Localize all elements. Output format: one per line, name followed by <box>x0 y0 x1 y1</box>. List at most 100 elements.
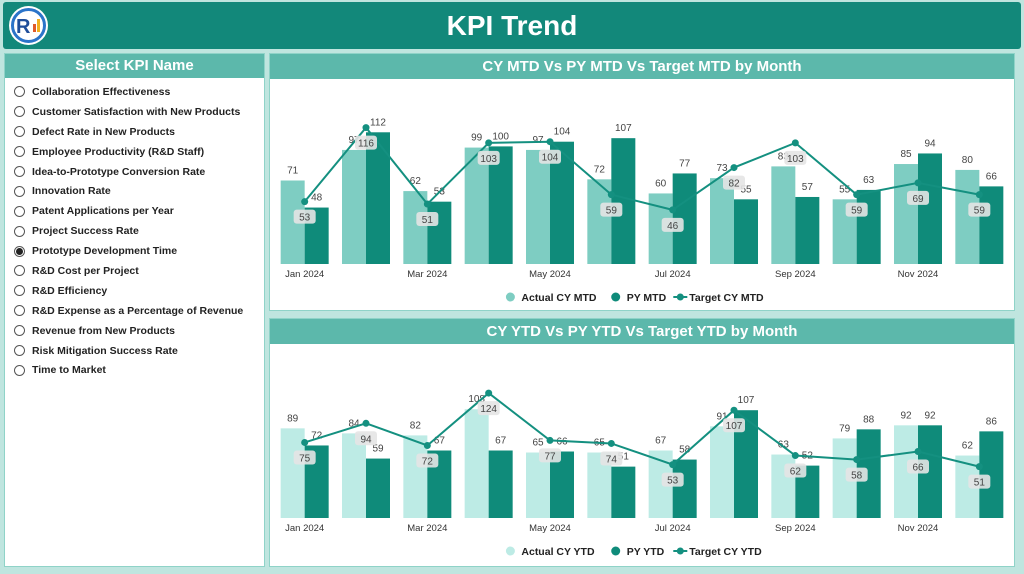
py-bar[interactable] <box>366 458 390 518</box>
legend-item[interactable]: Target CY MTD <box>673 292 764 304</box>
radio-icon[interactable] <box>14 86 25 98</box>
kpi-option[interactable]: Defect Rate in New Products <box>5 122 264 142</box>
radio-icon[interactable] <box>14 325 25 337</box>
py-bar[interactable] <box>856 189 881 264</box>
py-bar[interactable] <box>672 459 697 518</box>
kpi-option[interactable]: R&D Cost per Project <box>5 261 264 281</box>
target-point[interactable] <box>362 419 370 427</box>
kpi-option[interactable]: Prototype Development Time <box>5 241 264 261</box>
actual-bar[interactable] <box>280 428 305 518</box>
kpi-option[interactable]: Innovation Rate <box>5 181 264 201</box>
legend-item[interactable]: PY MTD <box>611 292 667 304</box>
legend-item[interactable]: Actual CY YTD <box>505 546 595 558</box>
radio-icon[interactable] <box>14 166 25 177</box>
target-data-label: 124 <box>477 401 500 416</box>
kpi-option[interactable]: Time to Market <box>5 360 264 380</box>
py-bar[interactable] <box>611 466 636 518</box>
py-data-label: 107 <box>738 395 755 406</box>
actual-data-label: 60 <box>655 178 667 189</box>
target-point[interactable] <box>607 191 615 199</box>
target-point[interactable] <box>975 463 983 471</box>
actual-bar[interactable] <box>526 149 550 264</box>
kpi-option[interactable]: Idea-to-Prototype Conversion Rate <box>5 162 264 182</box>
legend-label: Actual CY MTD <box>521 292 596 304</box>
legend-item[interactable]: Target CY YTD <box>673 546 762 558</box>
kpi-option[interactable]: Collaboration Effectiveness <box>5 82 264 102</box>
actual-bar[interactable] <box>587 179 612 264</box>
actual-bar[interactable] <box>464 147 489 264</box>
radio-icon[interactable] <box>14 205 25 217</box>
svg-text:R: R <box>16 16 31 38</box>
kpi-option[interactable]: Customer Satisfaction with New Products <box>5 102 264 122</box>
target-point[interactable] <box>301 438 309 446</box>
target-point[interactable] <box>423 441 431 449</box>
kpi-option[interactable]: Employee Productivity (R&D Staff) <box>5 142 264 162</box>
ytd-chart-title: CY YTD Vs PY YTD Vs Target YTD by Month <box>270 319 1014 344</box>
radio-icon[interactable] <box>14 126 25 138</box>
target-point[interactable] <box>730 164 738 172</box>
radio-icon[interactable] <box>14 225 25 237</box>
actual-bar[interactable] <box>342 149 366 264</box>
actual-bar[interactable] <box>894 164 918 264</box>
py-bar[interactable] <box>611 138 636 264</box>
radio-icon[interactable] <box>14 106 25 118</box>
target-point[interactable] <box>914 179 922 187</box>
radio-icon[interactable] <box>14 345 25 357</box>
target-point[interactable] <box>975 191 983 199</box>
kpi-option[interactable]: Risk Mitigation Success Rate <box>5 341 264 361</box>
kpi-option[interactable]: Patent Applications per Year <box>5 201 264 221</box>
actual-bar[interactable] <box>955 169 980 264</box>
radio-icon[interactable] <box>14 265 25 277</box>
target-point[interactable] <box>423 200 431 208</box>
kpi-option[interactable]: R&D Efficiency <box>5 281 264 301</box>
target-point[interactable] <box>853 191 861 199</box>
target-point[interactable] <box>791 139 799 147</box>
target-point[interactable] <box>914 448 922 456</box>
actual-bar[interactable] <box>710 426 734 518</box>
actual-bar[interactable] <box>403 191 428 264</box>
target-point[interactable] <box>791 452 799 460</box>
radio-icon[interactable] <box>14 305 25 317</box>
kpi-option[interactable]: Project Success Rate <box>5 221 264 241</box>
target-point[interactable] <box>485 389 493 397</box>
legend-item[interactable]: Actual CY MTD <box>505 292 597 304</box>
target-data-label: 58 <box>845 467 868 482</box>
svg-text:69: 69 <box>912 194 924 205</box>
target-point[interactable] <box>669 206 677 214</box>
target-point[interactable] <box>853 456 861 464</box>
target-point[interactable] <box>546 436 554 444</box>
radio-icon[interactable] <box>14 285 25 297</box>
kpi-option[interactable]: Revenue from New Products <box>5 321 264 341</box>
target-point[interactable] <box>607 439 615 447</box>
actual-bar[interactable] <box>403 435 428 518</box>
actual-bar[interactable] <box>464 409 489 518</box>
py-bar[interactable] <box>550 451 574 518</box>
target-point[interactable] <box>362 124 370 132</box>
radio-icon[interactable] <box>14 146 25 158</box>
py-bar[interactable] <box>488 146 513 264</box>
py-bar[interactable] <box>366 132 390 264</box>
kpi-option[interactable]: R&D Expense as a Percentage of Revenue <box>5 301 264 321</box>
target-point[interactable] <box>669 461 677 469</box>
kpi-option-list: Collaboration Effectiveness Customer Sati… <box>5 78 264 380</box>
x-tick-label: May 2024 <box>529 523 571 534</box>
target-point[interactable] <box>546 138 554 146</box>
actual-bar[interactable] <box>771 166 796 264</box>
py-bar[interactable] <box>795 196 820 264</box>
target-point[interactable] <box>301 198 309 206</box>
radio-icon[interactable] <box>14 364 25 376</box>
legend-item[interactable]: PY YTD <box>611 546 665 558</box>
mtd-chart-panel: CY MTD Vs PY MTD Vs Target MTD by Month … <box>269 53 1015 311</box>
radio-icon[interactable] <box>14 185 25 197</box>
target-point[interactable] <box>730 406 738 414</box>
py-bar[interactable] <box>734 199 758 264</box>
actual-bar[interactable] <box>526 452 550 518</box>
actual-bar[interactable] <box>342 433 366 518</box>
target-point[interactable] <box>485 139 493 147</box>
actual-bar[interactable] <box>710 178 734 264</box>
py-bar[interactable] <box>979 186 1004 264</box>
py-bar[interactable] <box>918 153 942 264</box>
py-bar[interactable] <box>488 450 513 518</box>
radio-selected-icon[interactable] <box>14 245 25 257</box>
py-bar[interactable] <box>427 201 452 264</box>
